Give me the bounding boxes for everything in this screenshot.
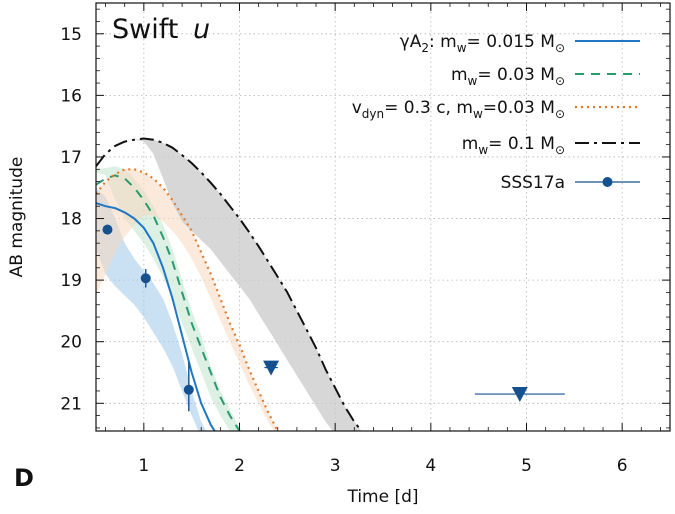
observations (102, 224, 565, 412)
y-tick-label: 15 (60, 25, 82, 45)
legend-tail: = 0.03 M (477, 65, 555, 85)
model-curve (96, 137, 363, 431)
legend-label: mw​= 0.1 M⊙ (462, 134, 565, 157)
y-tick-label: 17 (60, 148, 82, 168)
legend-subscript: w (468, 74, 478, 88)
uncertainty-band (96, 187, 206, 431)
legend-subscript: w (473, 107, 483, 121)
uncertainty-band (96, 166, 242, 431)
y-tick-label: 19 (60, 271, 82, 291)
legend-sun-symbol: ⊙ (555, 143, 565, 157)
legend-tail: = 0.015 M (467, 32, 555, 52)
uncertainty-band (96, 138, 362, 431)
x-tick-label: 3 (330, 456, 341, 476)
legend-label: γA2​: mw​= 0.015 M⊙ (400, 32, 565, 55)
legend-rest: m (451, 65, 468, 85)
y-tick-label: 21 (60, 394, 82, 414)
x-tick-label: 5 (521, 456, 532, 476)
upper-limit-marker (511, 387, 528, 403)
legend-sun-symbol: ⊙ (555, 107, 565, 121)
legend: γA2​: mw​= 0.015 M⊙ mw​= 0.03 M⊙ vdyn​= 0.… (352, 32, 640, 193)
obs-point (183, 384, 194, 395)
legend-subscript: w (478, 143, 488, 157)
model-curves (96, 137, 363, 431)
legend-label: mw​= 0.03 M⊙ (451, 65, 565, 88)
legend-subscript: w (457, 41, 467, 55)
legend-label: vdyn​= 0.3 c, mw​=0.03 M⊙ (352, 98, 565, 121)
x-tick-label: 2 (234, 456, 245, 476)
legend-base: γA (400, 32, 422, 52)
legend-sun-symbol: ⊙ (555, 74, 565, 88)
legend-base: v (352, 98, 362, 118)
model-curve (96, 174, 241, 431)
panel-letter: D (14, 464, 34, 492)
y-tick-label: 18 (60, 210, 82, 230)
legend-rest: = 0.3 c, m (384, 98, 473, 118)
y-axis-label: AB magnitude (7, 157, 27, 278)
obs-point (102, 224, 113, 235)
panel-title-text: Swift (112, 14, 178, 45)
legend-base: SSS17a (501, 173, 565, 193)
axis-ticks: 1 2 3 4 5 6 15 16 17 18 19 20 21 (60, 3, 670, 476)
upper-limit-marker (263, 360, 280, 376)
legend-sample-marker (602, 177, 613, 187)
legend-tail: =0.03 M (483, 98, 555, 118)
model-curve (96, 202, 216, 431)
y-tick-label: 20 (60, 333, 82, 353)
legend-subscript: 2 (421, 41, 429, 55)
x-tick-label: 1 (138, 456, 149, 476)
x-tick-label: 6 (617, 456, 628, 476)
y-tick-label: 16 (60, 86, 82, 106)
panel-title: Swift u (112, 14, 210, 45)
legend-sun-symbol: ⊙ (555, 41, 565, 55)
legend-rest: : m (429, 32, 457, 52)
x-tick-label: 4 (425, 456, 436, 476)
obs-point (140, 273, 151, 284)
legend-subscript: dyn (362, 107, 384, 121)
panel-title-band: u (193, 14, 210, 45)
plot-frame (95, 2, 671, 432)
legend-rest: m (462, 134, 479, 154)
uncertainty-bands (96, 138, 362, 431)
legend-tail: = 0.1 M (488, 134, 555, 154)
uncertainty-band (96, 169, 278, 431)
x-axis-label: Time [d] (346, 487, 418, 507)
legend-label: SSS17a (501, 173, 565, 193)
